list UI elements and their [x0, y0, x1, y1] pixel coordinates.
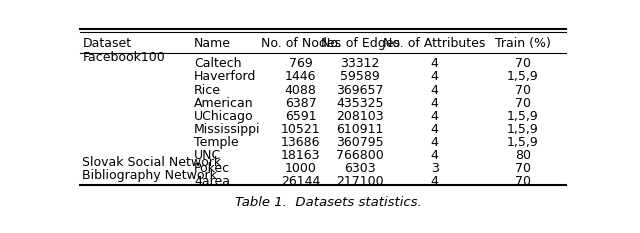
Text: Mississippi: Mississippi [194, 123, 260, 136]
Text: Table 1.  Datasets statistics.: Table 1. Datasets statistics. [235, 196, 421, 209]
Text: No. of Edges: No. of Edges [321, 37, 400, 50]
Text: 33312: 33312 [340, 57, 380, 70]
Text: Haverford: Haverford [194, 70, 257, 83]
Text: 4: 4 [431, 149, 438, 162]
Text: 70: 70 [515, 97, 531, 110]
Text: 70: 70 [515, 162, 531, 175]
Text: No. of Attributes: No. of Attributes [383, 37, 486, 50]
Text: 1,5,9: 1,5,9 [507, 136, 538, 149]
Text: Pokec: Pokec [194, 162, 230, 175]
Text: Slovak Social Network: Slovak Social Network [83, 156, 221, 168]
Text: 1,5,9: 1,5,9 [507, 110, 538, 123]
Text: 1,5,9: 1,5,9 [507, 70, 538, 83]
Text: 4: 4 [431, 136, 438, 149]
Text: 70: 70 [515, 83, 531, 96]
Text: 4: 4 [431, 70, 438, 83]
Text: 1,5,9: 1,5,9 [507, 123, 538, 136]
Text: 1446: 1446 [285, 70, 316, 83]
Text: No. of Nodes: No. of Nodes [260, 37, 340, 50]
Text: 6591: 6591 [285, 110, 317, 123]
Text: Bibliography Network: Bibliography Network [83, 169, 218, 182]
Text: 4: 4 [431, 110, 438, 123]
Text: Temple: Temple [194, 136, 239, 149]
Text: 4: 4 [431, 175, 438, 188]
Text: Dataset: Dataset [83, 37, 132, 50]
Text: Caltech: Caltech [194, 57, 241, 70]
Text: 1000: 1000 [285, 162, 317, 175]
Text: 360795: 360795 [337, 136, 384, 149]
Text: 4: 4 [431, 97, 438, 110]
Text: Train (%): Train (%) [495, 37, 550, 50]
Text: 4area: 4area [194, 175, 230, 188]
Text: 6303: 6303 [344, 162, 376, 175]
Text: Facebook100: Facebook100 [83, 51, 165, 64]
Text: American: American [194, 97, 253, 110]
Text: 610911: 610911 [337, 123, 384, 136]
Text: 369657: 369657 [337, 83, 384, 96]
Text: 59589: 59589 [340, 70, 380, 83]
Text: 4088: 4088 [285, 83, 317, 96]
Text: 70: 70 [515, 175, 531, 188]
Text: 208103: 208103 [337, 110, 384, 123]
Text: Rice: Rice [194, 83, 221, 96]
Text: 4: 4 [431, 57, 438, 70]
Text: 6387: 6387 [285, 97, 317, 110]
Text: UChicago: UChicago [194, 110, 253, 123]
Text: 13686: 13686 [281, 136, 321, 149]
Text: 70: 70 [515, 57, 531, 70]
Text: 766800: 766800 [337, 149, 384, 162]
Text: 10521: 10521 [281, 123, 321, 136]
Text: 80: 80 [515, 149, 531, 162]
Text: Name: Name [194, 37, 231, 50]
Text: 769: 769 [289, 57, 312, 70]
Text: 4: 4 [431, 123, 438, 136]
Text: 18163: 18163 [281, 149, 321, 162]
Text: 435325: 435325 [337, 97, 384, 110]
Text: 3: 3 [431, 162, 438, 175]
Text: 4: 4 [431, 83, 438, 96]
Text: UNC: UNC [194, 149, 221, 162]
Text: 217100: 217100 [337, 175, 384, 188]
Text: 26144: 26144 [281, 175, 321, 188]
